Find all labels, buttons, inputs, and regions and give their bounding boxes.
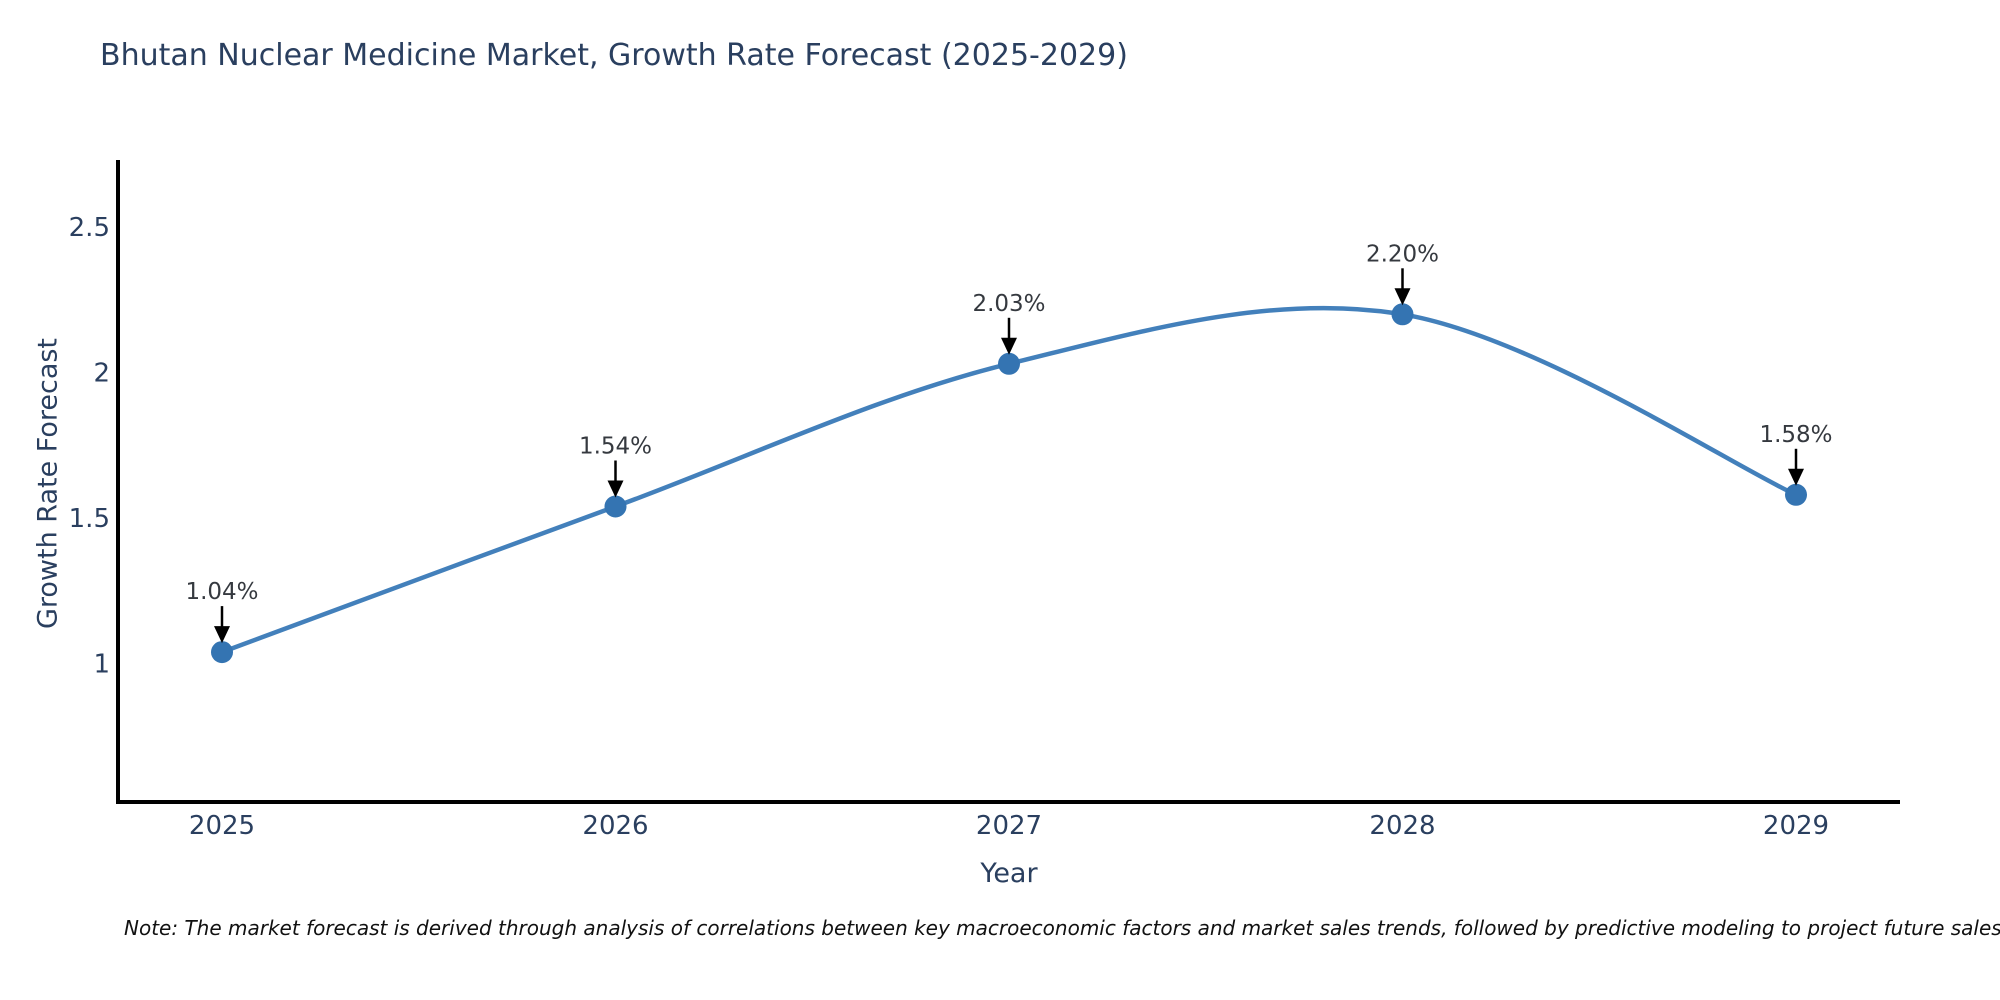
annotation-arrowhead [1788, 468, 1804, 486]
annotation-label: 1.58% [1759, 422, 1832, 448]
data-point [1785, 483, 1807, 506]
annotation-arrowhead [607, 480, 624, 498]
x-tick-label: 2029 [1763, 811, 1829, 841]
x-axis-title: Year [980, 858, 1038, 889]
y-tick-label: 2 [93, 359, 110, 389]
chart-title: Bhutan Nuclear Medicine Market, Growth R… [100, 38, 1128, 73]
annotation-arrowhead [1394, 288, 1411, 306]
x-tick-label: 2028 [1369, 811, 1435, 841]
data-point [998, 352, 1020, 375]
x-tick-label: 2027 [976, 811, 1042, 841]
annotation-arrowhead [214, 626, 230, 644]
y-tick-label: 1 [93, 650, 110, 680]
y-tick-label: 1.5 [69, 504, 110, 534]
y-axis-title: Growth Rate Forecast [32, 337, 64, 630]
annotation-label: 1.04% [185, 579, 258, 605]
data-point [604, 495, 627, 518]
annotation-arrowhead [1001, 337, 1017, 355]
x-tick-label: 2026 [582, 811, 648, 841]
chart-footnote: Note: The market forecast is derived thr… [124, 916, 2000, 940]
data-point [1391, 303, 1414, 326]
annotation-label: 1.54% [579, 434, 652, 460]
annotation-label: 2.03% [972, 291, 1045, 317]
data-point [211, 641, 233, 664]
y-tick-label: 2.5 [69, 213, 110, 243]
annotation-label: 2.20% [1366, 241, 1439, 267]
x-tick-label: 2025 [189, 811, 255, 841]
